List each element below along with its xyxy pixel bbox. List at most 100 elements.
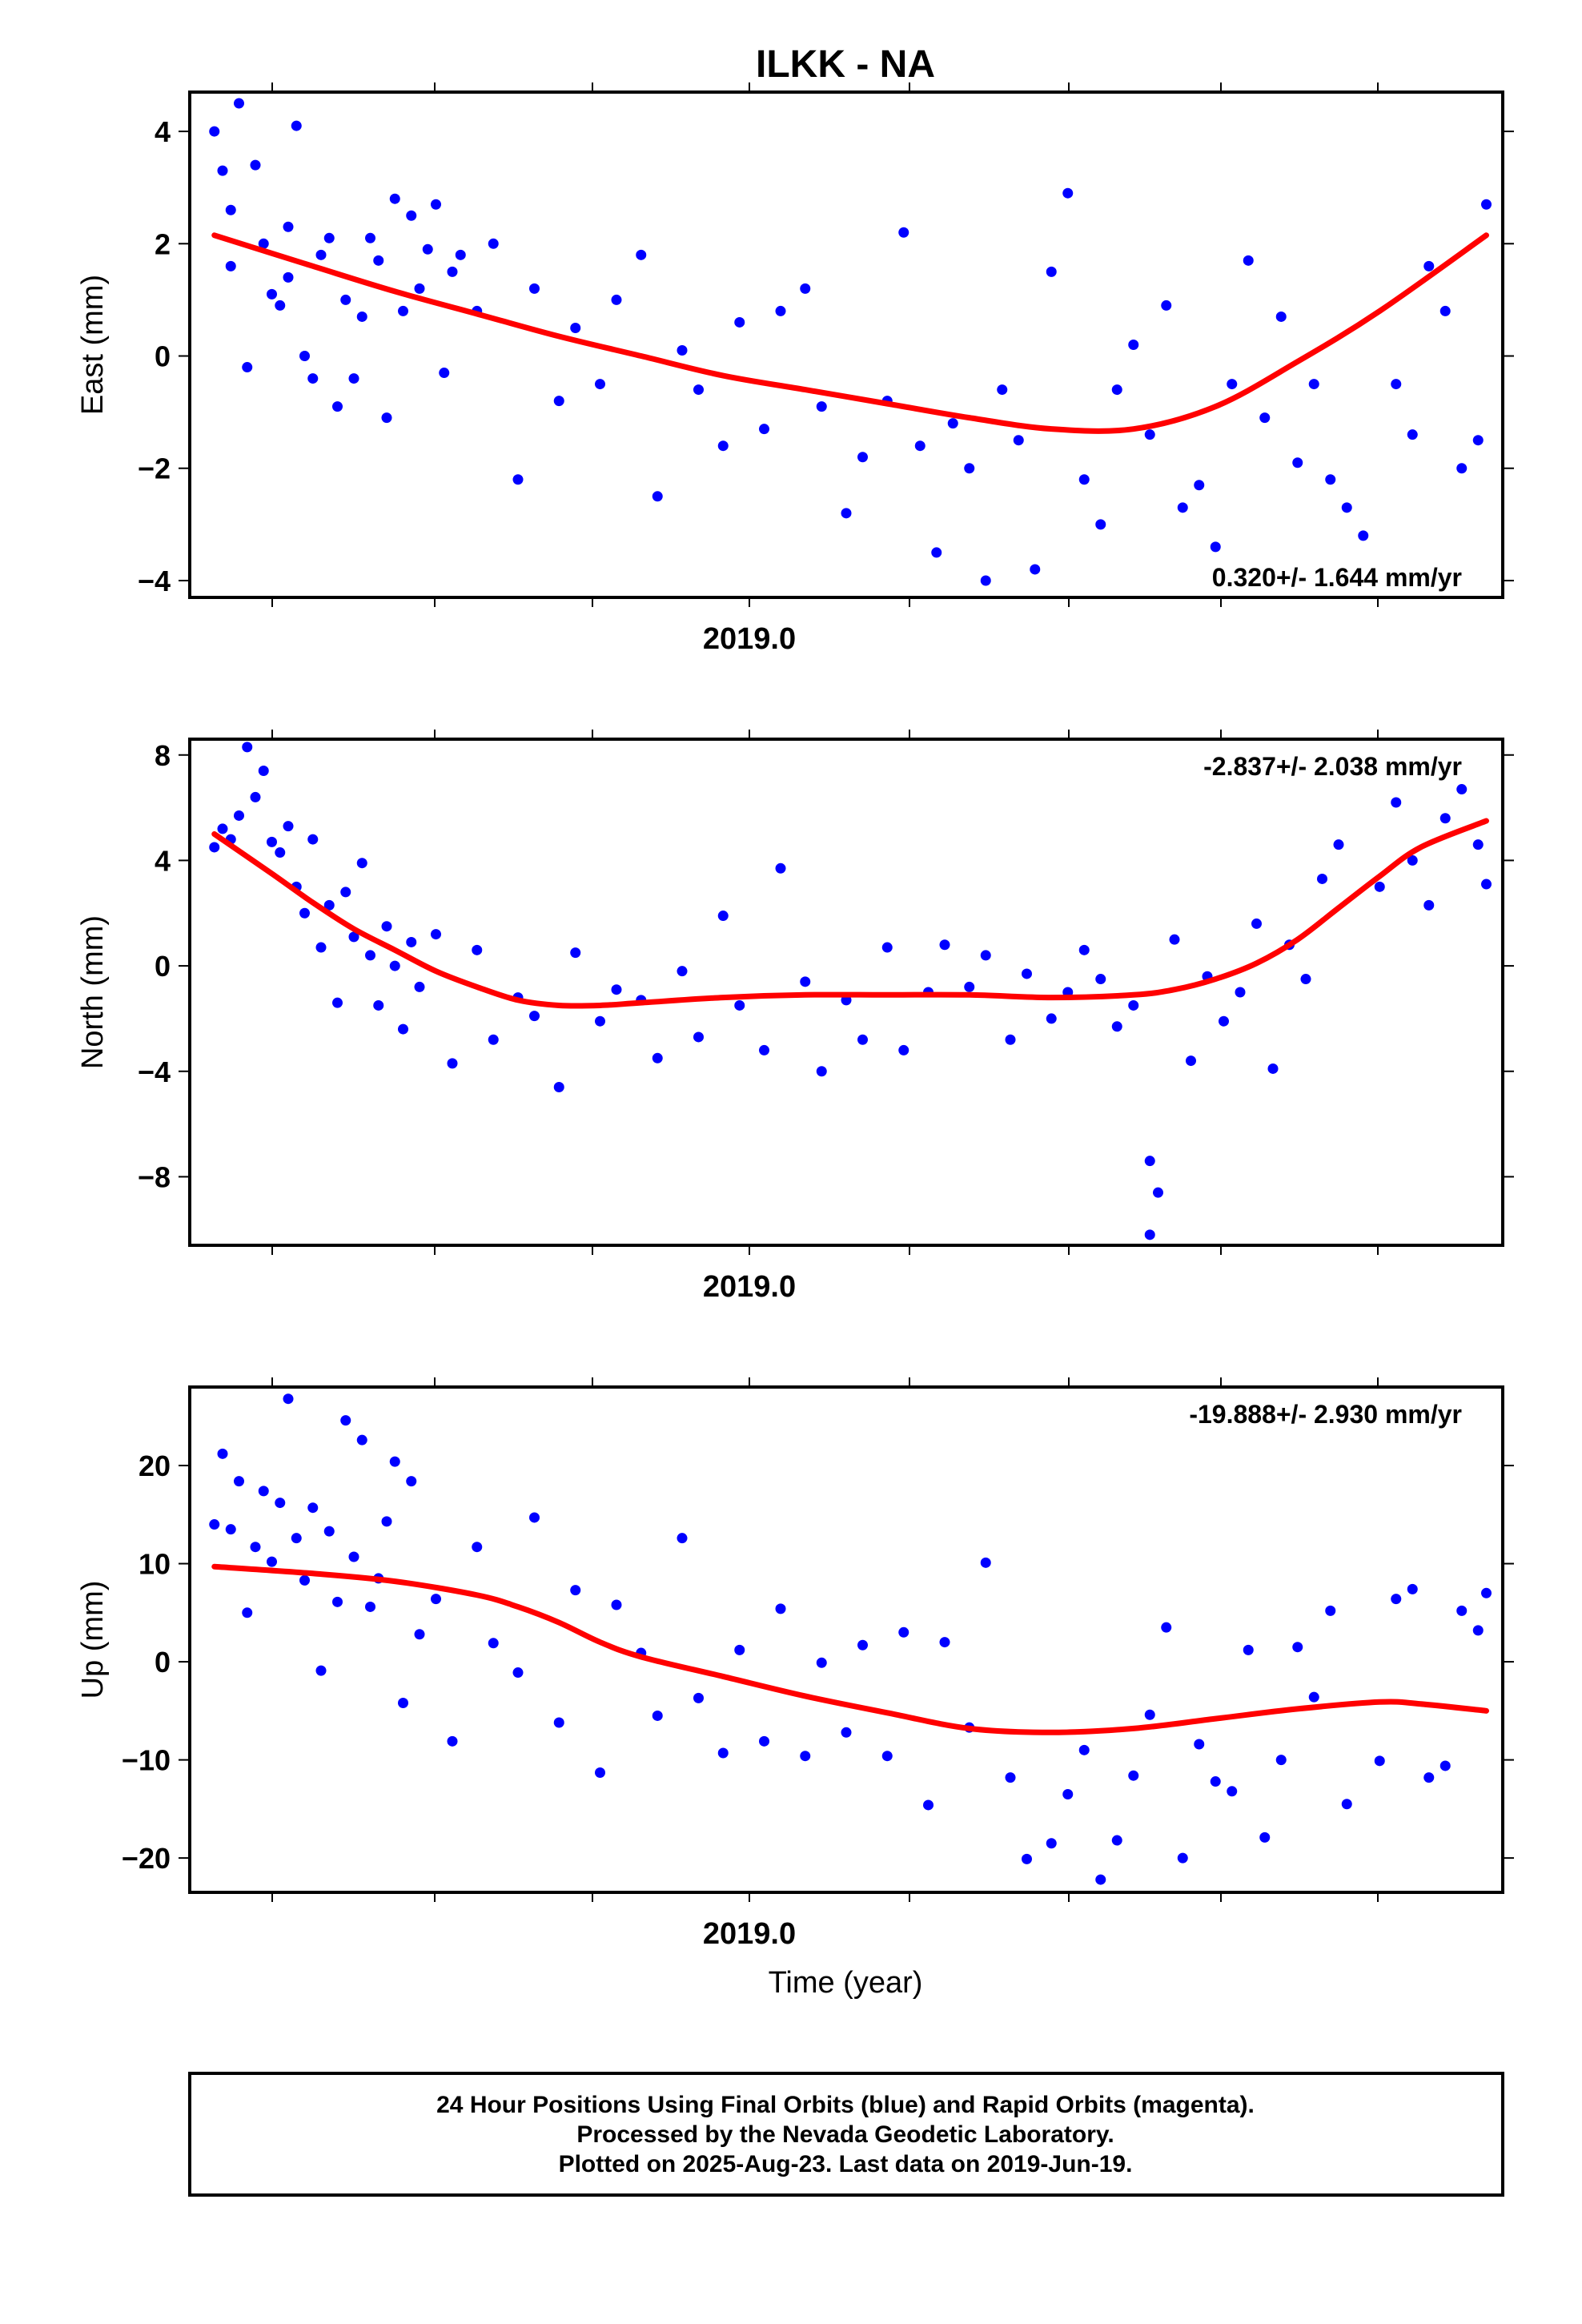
north-data-point — [1111, 1021, 1122, 1032]
north-data-point — [570, 947, 581, 959]
north-data-point — [250, 791, 261, 802]
north-data-point — [267, 836, 277, 847]
east-data-point — [242, 362, 253, 373]
north-data-point — [1186, 1055, 1196, 1067]
up-data-point — [356, 1434, 367, 1445]
up-x-tick-label: 2019.0 — [703, 1917, 796, 1951]
east-data-point — [209, 126, 220, 137]
east-y-tick-label: −2 — [138, 452, 171, 485]
east-data-point — [431, 199, 441, 210]
up-data-point — [323, 1526, 335, 1537]
north-data-point — [1300, 974, 1311, 985]
east-data-point — [553, 396, 564, 407]
east-data-point — [529, 283, 540, 294]
north-y-tick-label: 4 — [155, 844, 171, 877]
east-data-point — [677, 345, 688, 356]
east-data-point — [307, 373, 319, 384]
up-data-point — [447, 1735, 458, 1747]
east-data-point — [1407, 429, 1418, 440]
up-data-point — [431, 1594, 441, 1605]
north-x-tick-label: 2019.0 — [703, 1270, 796, 1304]
up-data-point — [1062, 1788, 1074, 1799]
east-data-point — [1046, 266, 1057, 277]
north-data-point — [881, 942, 893, 953]
east-data-point — [611, 294, 622, 305]
north-y-tick-label: −4 — [138, 1055, 171, 1088]
up-data-point — [225, 1524, 236, 1535]
north-data-point — [1333, 839, 1344, 850]
up-data-point — [398, 1698, 408, 1709]
east-data-point — [414, 283, 425, 294]
east-data-point — [1194, 480, 1205, 491]
up-data-point — [250, 1542, 261, 1553]
up-data-point — [734, 1644, 745, 1655]
east-data-point — [1456, 463, 1468, 474]
up-data-point — [1144, 1709, 1155, 1720]
up-y-tick-label: 20 — [139, 1449, 171, 1482]
north-data-point — [595, 1015, 605, 1027]
east-fit-curve — [211, 232, 1489, 434]
east-data-point — [1111, 384, 1122, 396]
east-data-point — [997, 384, 1008, 396]
east-data-point — [1095, 519, 1106, 530]
east-data-point — [898, 227, 909, 238]
east-data-point — [800, 283, 811, 294]
up-data-point — [1210, 1776, 1221, 1787]
east-data-point — [365, 232, 375, 243]
north-data-point — [1439, 813, 1451, 824]
east-data-point — [1292, 457, 1303, 468]
up-data-point — [1194, 1739, 1205, 1750]
up-data-point — [1022, 1853, 1032, 1864]
east-data-point — [1275, 311, 1287, 322]
north-data-point — [381, 921, 392, 932]
up-data-point — [209, 1519, 220, 1530]
east-panel: 2019.0 4 2 0 −2 −4 East (mm) 0.320+/- 1.644 mm/… — [76, 82, 1514, 656]
north-data-point — [356, 858, 367, 869]
north-data-point — [242, 742, 253, 753]
north-y-axis-label: North (mm) — [76, 915, 110, 1069]
east-data-point — [857, 452, 868, 463]
east-data-point — [980, 575, 991, 586]
up-data-point — [406, 1476, 417, 1487]
north-data-point — [283, 821, 294, 832]
north-panel: 2019.0 8 4 0 −4 −8 North (mm) -2.837+/- 2.038 m… — [76, 730, 1514, 1304]
up-data-point — [1078, 1744, 1090, 1755]
east-data-point — [234, 98, 244, 109]
up-data-point — [717, 1747, 729, 1759]
north-data-point — [315, 942, 327, 953]
north-data-point — [857, 1034, 868, 1045]
east-data-point — [1308, 379, 1319, 390]
east-data-point — [759, 424, 769, 435]
east-data-point — [1391, 379, 1402, 390]
up-data-point — [652, 1710, 663, 1721]
east-data-point — [1030, 564, 1041, 575]
up-data-point — [283, 1393, 294, 1405]
up-data-point — [898, 1626, 909, 1638]
north-rate-annotation: -2.837+/- 2.038 mm/yr — [1203, 752, 1462, 781]
up-y-tick-label: 10 — [139, 1548, 171, 1581]
north-data-point — [365, 950, 375, 961]
east-data-point — [931, 547, 942, 558]
north-data-point — [1317, 873, 1327, 884]
east-data-point — [1210, 541, 1221, 553]
time-axis-label: Time (year) — [769, 1966, 923, 2000]
east-data-point — [1481, 199, 1492, 210]
north-data-point — [816, 1066, 827, 1077]
up-data-point — [1128, 1770, 1139, 1781]
east-data-point — [332, 401, 343, 412]
up-data-point — [512, 1667, 524, 1679]
east-data-point — [422, 243, 433, 255]
east-data-point — [841, 508, 852, 519]
north-data-point — [348, 931, 359, 943]
north-data-point — [717, 911, 729, 922]
east-plot-frame — [188, 90, 1504, 599]
east-y-tick-label: 4 — [155, 115, 171, 148]
east-data-point — [816, 401, 827, 412]
east-data-point — [1472, 435, 1484, 446]
east-data-point — [717, 440, 729, 452]
east-data-point — [1439, 305, 1451, 316]
north-data-point — [488, 1034, 499, 1045]
up-data-point — [1161, 1622, 1172, 1633]
east-data-point — [1341, 502, 1352, 513]
up-data-point — [677, 1533, 688, 1544]
